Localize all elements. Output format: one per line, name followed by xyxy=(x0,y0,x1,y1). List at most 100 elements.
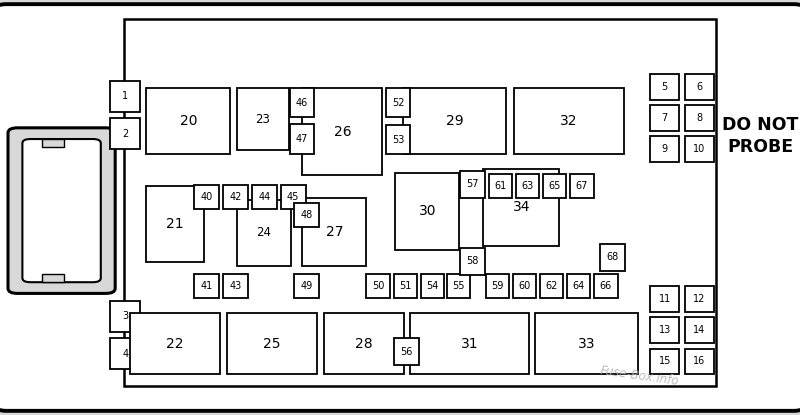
Bar xyxy=(290,88,314,117)
Text: 44: 44 xyxy=(258,192,270,202)
Text: 8: 8 xyxy=(696,113,702,123)
Text: 57: 57 xyxy=(466,179,478,190)
Bar xyxy=(42,139,64,147)
Bar xyxy=(110,338,141,369)
Bar xyxy=(650,105,679,131)
Bar xyxy=(146,186,204,262)
Text: 42: 42 xyxy=(230,192,242,202)
Bar xyxy=(650,286,679,312)
Bar xyxy=(42,274,64,282)
Bar xyxy=(124,19,716,386)
Text: 68: 68 xyxy=(606,252,618,262)
Bar xyxy=(110,118,141,149)
Bar xyxy=(394,274,417,298)
Text: 1: 1 xyxy=(122,91,128,102)
Bar xyxy=(594,274,618,298)
Text: 22: 22 xyxy=(166,337,184,351)
Bar xyxy=(302,198,366,266)
Text: 6: 6 xyxy=(696,82,702,92)
Bar xyxy=(650,349,679,374)
Bar xyxy=(535,313,638,374)
Text: 13: 13 xyxy=(658,325,671,335)
Bar xyxy=(146,88,230,154)
Bar xyxy=(294,203,319,227)
Bar xyxy=(685,349,714,374)
Bar xyxy=(294,274,319,298)
Bar xyxy=(110,81,141,112)
Bar xyxy=(489,174,512,198)
Bar xyxy=(685,74,714,100)
Text: 51: 51 xyxy=(399,281,411,291)
Text: 59: 59 xyxy=(491,281,503,291)
Text: 5: 5 xyxy=(662,82,668,92)
FancyBboxPatch shape xyxy=(22,139,101,282)
Bar xyxy=(252,185,277,209)
Text: 62: 62 xyxy=(546,281,558,291)
Bar xyxy=(130,313,220,374)
Bar xyxy=(386,88,410,117)
Bar xyxy=(460,248,485,275)
Text: 16: 16 xyxy=(693,356,706,366)
Bar xyxy=(302,88,382,175)
Bar xyxy=(403,88,506,154)
Bar xyxy=(223,274,248,298)
Text: 48: 48 xyxy=(301,210,313,220)
Bar xyxy=(394,338,419,365)
Text: 26: 26 xyxy=(334,124,351,139)
Bar xyxy=(543,174,566,198)
Text: 23: 23 xyxy=(255,112,270,126)
Bar xyxy=(237,200,291,266)
Text: 11: 11 xyxy=(658,294,671,304)
Text: 21: 21 xyxy=(166,217,184,231)
Text: Fuse-Box.info: Fuse-Box.info xyxy=(600,364,680,388)
Text: 12: 12 xyxy=(693,294,706,304)
Bar xyxy=(447,274,470,298)
Bar xyxy=(685,286,714,312)
Text: 24: 24 xyxy=(257,226,271,239)
Bar xyxy=(421,274,444,298)
Bar xyxy=(227,313,317,374)
Text: DO NOT
PROBE: DO NOT PROBE xyxy=(722,116,798,156)
Text: 31: 31 xyxy=(461,337,478,351)
Text: 64: 64 xyxy=(573,281,585,291)
Bar xyxy=(110,301,141,332)
Text: 65: 65 xyxy=(549,181,561,191)
Bar xyxy=(650,136,679,162)
Bar xyxy=(570,174,594,198)
Text: 66: 66 xyxy=(600,281,612,291)
Text: 63: 63 xyxy=(522,181,534,191)
Text: 53: 53 xyxy=(392,135,404,145)
Bar xyxy=(281,185,306,209)
Text: 56: 56 xyxy=(401,347,413,357)
Text: 49: 49 xyxy=(301,281,313,291)
Bar xyxy=(460,171,485,198)
Text: 29: 29 xyxy=(446,114,463,128)
Text: 10: 10 xyxy=(693,144,706,154)
Text: 40: 40 xyxy=(201,192,213,202)
Bar xyxy=(650,317,679,343)
Bar xyxy=(516,174,539,198)
Bar xyxy=(513,274,536,298)
Text: 67: 67 xyxy=(576,181,588,191)
Bar xyxy=(567,274,590,298)
Bar xyxy=(486,274,509,298)
Bar xyxy=(600,244,625,271)
Text: 14: 14 xyxy=(693,325,706,335)
Bar xyxy=(540,274,563,298)
Bar xyxy=(223,185,248,209)
Text: 52: 52 xyxy=(392,98,404,107)
Text: 33: 33 xyxy=(578,337,595,351)
Text: 25: 25 xyxy=(263,337,281,351)
Bar xyxy=(410,313,529,374)
Text: 3: 3 xyxy=(122,311,128,322)
Bar xyxy=(237,88,289,150)
Text: 61: 61 xyxy=(494,181,506,191)
Bar xyxy=(685,317,714,343)
Bar xyxy=(685,105,714,131)
Bar xyxy=(194,185,219,209)
Bar xyxy=(395,173,459,250)
Text: 9: 9 xyxy=(662,144,668,154)
Bar xyxy=(650,74,679,100)
Bar xyxy=(366,274,390,298)
Bar xyxy=(483,169,559,246)
